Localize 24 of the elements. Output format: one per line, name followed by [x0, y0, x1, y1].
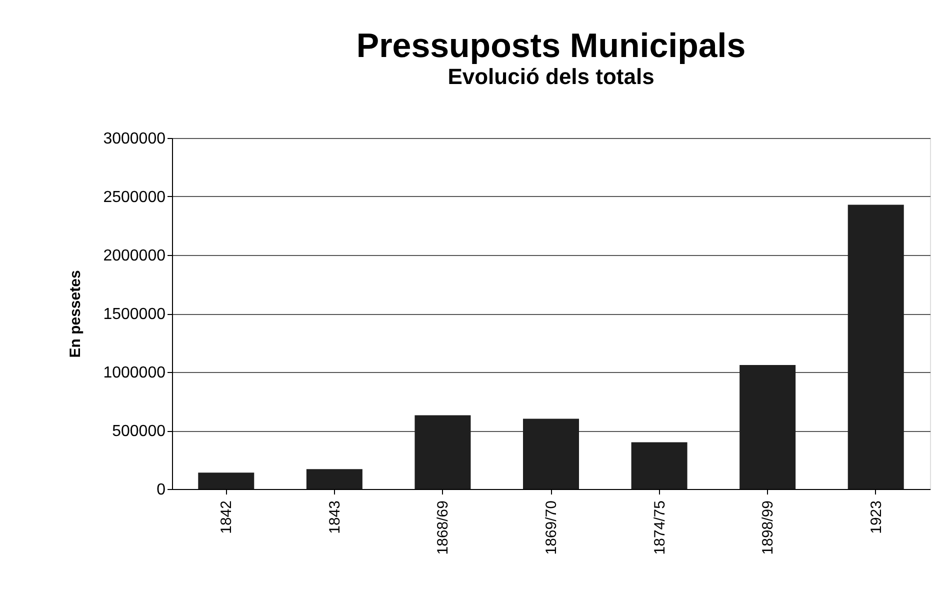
y-tick-label: 1000000: [103, 364, 166, 382]
bar: [523, 418, 579, 489]
bar: [740, 364, 796, 489]
chart-subtitle: Evolució dels totals: [448, 64, 654, 89]
y-tick-label: 2500000: [103, 189, 166, 206]
x-tick-label: 1923: [868, 500, 885, 534]
x-tick-label: 1868/69: [434, 500, 452, 555]
x-tick-label: 1898/99: [760, 500, 777, 555]
y-tick-label: 0: [156, 482, 166, 498]
bar: [631, 442, 688, 489]
x-tick-label: 1874/75: [651, 500, 668, 555]
bar: [198, 472, 254, 489]
y-tick-label: 500000: [112, 423, 166, 440]
y-axis-title: En pessetes: [67, 270, 84, 358]
bar: [414, 415, 471, 489]
y-tick-label: 2000000: [103, 248, 166, 264]
chart-title: Pressuposts Municipals: [356, 27, 746, 65]
x-tick-label: 1842: [218, 500, 236, 534]
bar: [848, 204, 904, 489]
x-tick-label: 1869/70: [543, 500, 560, 555]
x-tick-label: 1843: [326, 500, 344, 534]
y-tick-label: 3000000: [103, 130, 166, 148]
y-tick-label: 1500000: [103, 306, 166, 323]
bar: [306, 469, 362, 489]
